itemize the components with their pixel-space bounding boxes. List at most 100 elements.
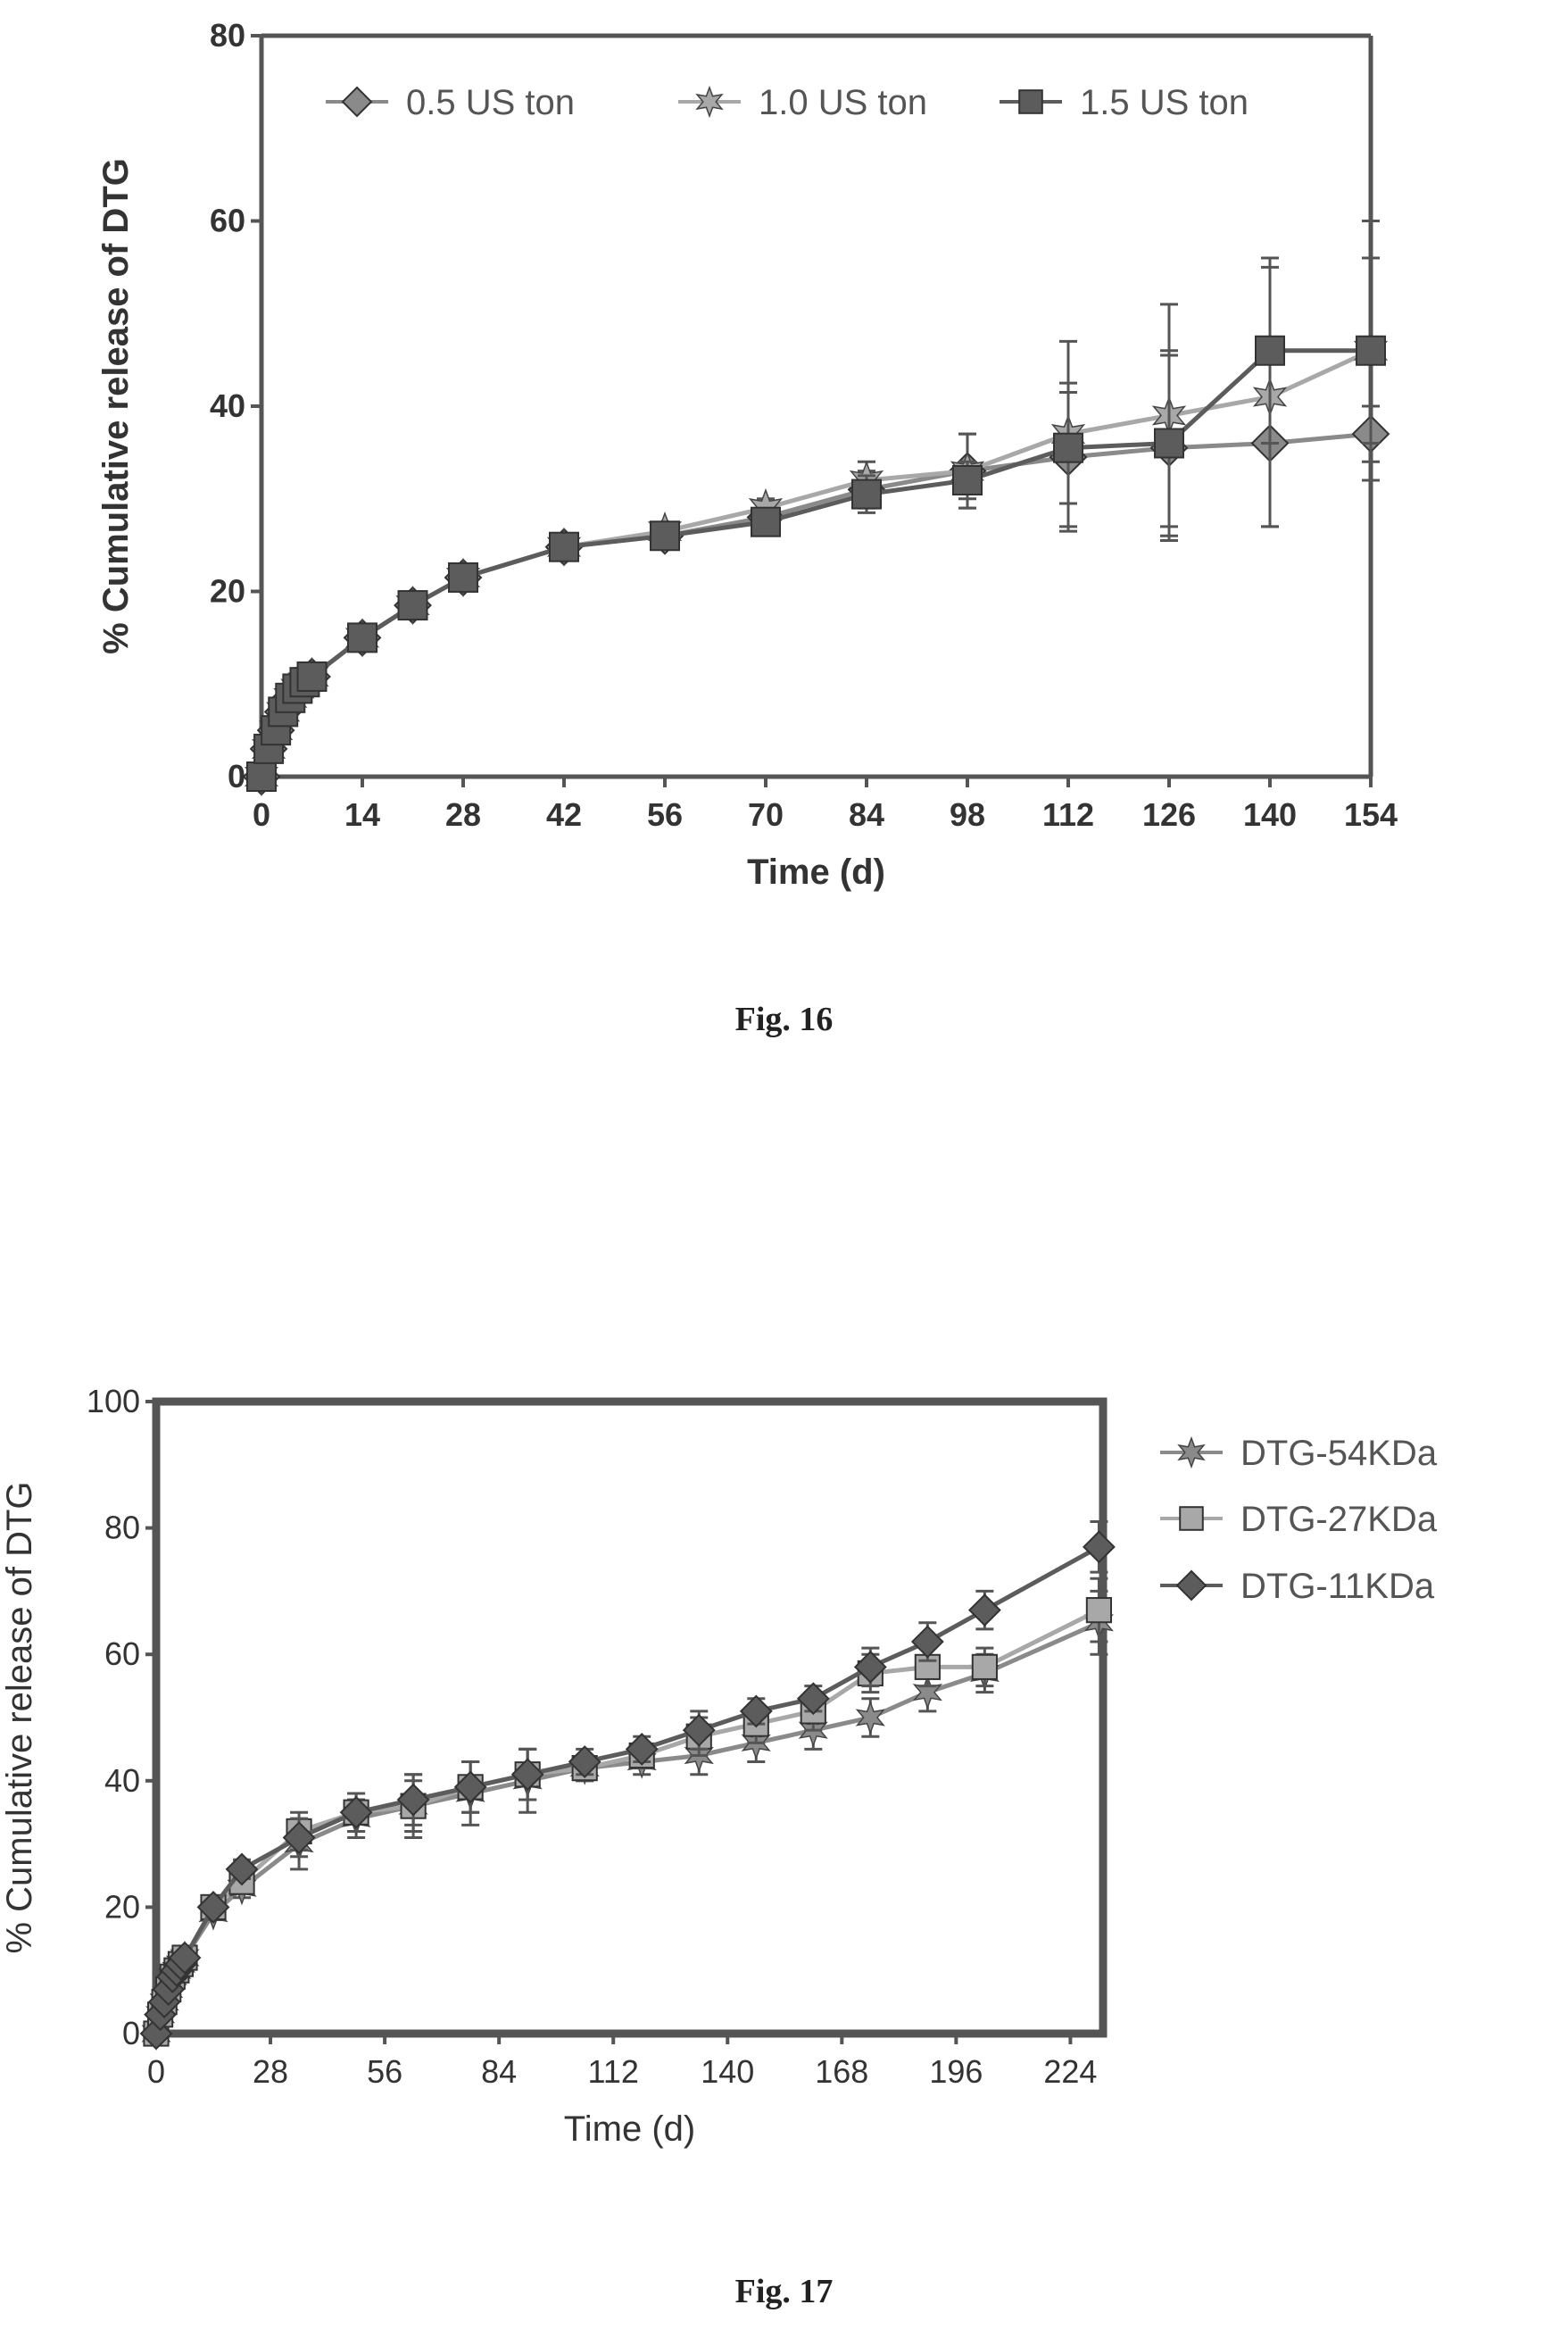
- legend-item-1-5-us-ton: 1.5 US ton: [1000, 83, 1249, 122]
- x-tick-label: 42: [546, 796, 582, 833]
- figure-17-caption: Fig. 17: [734, 2273, 834, 2310]
- y-tick-label: 60: [104, 1635, 140, 1672]
- data-point: [282, 1821, 316, 1854]
- data-point: [296, 661, 328, 692]
- data-point: [650, 520, 680, 552]
- legend-label: 1.5 US ton: [1080, 83, 1249, 122]
- y-tick-label: 40: [210, 387, 245, 424]
- x-tick-label: 56: [647, 796, 683, 833]
- data-point: [910, 1625, 944, 1659]
- x-axis-title: Time (d): [564, 2109, 695, 2149]
- x-tick-label: 84: [481, 2053, 517, 2090]
- x-tick-label: 126: [1142, 796, 1196, 833]
- data-point: [751, 506, 781, 537]
- y-axis-title: % Cumulative release of DTG: [96, 158, 136, 654]
- legend-marker: [1179, 1506, 1204, 1531]
- data-point: [853, 1650, 887, 1684]
- x-tick-label: 28: [253, 2053, 288, 2090]
- x-axis-title: Time (d): [747, 853, 885, 892]
- legend-marker: [695, 85, 724, 119]
- series-dtg-27kda: [143, 1577, 1113, 2047]
- x-tick-label: 224: [1043, 2053, 1097, 2090]
- data-point: [855, 1700, 885, 1735]
- x-tick-label: 70: [748, 796, 784, 833]
- data-point: [510, 1758, 544, 1792]
- y-tick-label: 100: [87, 1383, 140, 1419]
- legend-item-dtg-27kda: DTG-27KDa: [1160, 1500, 1438, 1539]
- series-line-1-5-us-ton: [259, 348, 1371, 778]
- series-line-dtg-11kda: [153, 1544, 1100, 2034]
- x-tick-label: 98: [950, 796, 985, 833]
- series-1-5-us-ton: [246, 256, 1386, 792]
- data-point: [246, 761, 277, 792]
- legend-label: DTG-54KDa: [1240, 1434, 1438, 1473]
- data-point: [1154, 428, 1184, 459]
- x-tick-label: 0: [147, 2053, 165, 2090]
- data-point: [971, 1653, 998, 1680]
- figure-16-chart: 0 20 40 60 80 0 14 28 42 56 70 84 98 112 126 140 154 Time…: [96, 17, 1398, 892]
- x-tick-label: 140: [1243, 796, 1297, 833]
- y-tick-label: 40: [104, 1762, 140, 1799]
- data-point: [196, 1890, 230, 1924]
- data-point: [339, 1795, 373, 1829]
- legend-label: DTG-27KDa: [1240, 1500, 1438, 1539]
- data-point: [1085, 1597, 1113, 1624]
- figure-16-caption: Fig. 16: [734, 1001, 834, 1038]
- data-point: [1356, 335, 1386, 366]
- y-tick-label: 60: [210, 203, 245, 239]
- data-point: [967, 1593, 1001, 1627]
- legend-label: 0.5 US ton: [406, 83, 575, 122]
- data-point: [625, 1732, 659, 1766]
- data-point: [912, 1675, 942, 1710]
- data-point: [682, 1713, 716, 1747]
- legend-label: DTG-11KDa: [1240, 1567, 1435, 1606]
- legend-item-0-5-us-ton: 0.5 US ton: [326, 83, 575, 122]
- x-tick-label: 0: [253, 796, 270, 833]
- x-tick-label: 14: [344, 796, 380, 833]
- legend-item-dtg-54kda: DTG-54KDa: [1160, 1434, 1438, 1473]
- plot-frame: [152, 1397, 1108, 2038]
- x-tick-label: 140: [701, 2053, 754, 2090]
- data-point: [739, 1694, 773, 1728]
- data-point: [796, 1682, 830, 1716]
- legend-marker: [1177, 1435, 1206, 1469]
- x-tick-label: 28: [445, 796, 481, 833]
- series-dtg-11kda: [139, 1520, 1116, 2051]
- y-tick-label: 20: [104, 1888, 140, 1925]
- data-point: [347, 622, 377, 653]
- x-tick-label: 196: [929, 2053, 983, 2090]
- data-point: [397, 590, 428, 621]
- x-tick-label: 112: [588, 2053, 639, 2090]
- x-tick-label: 112: [1042, 796, 1094, 833]
- figure-17-chart: 0 20 40 60 80 100 0 28 56 84 112 140 168 196 224 Time (…: [0, 1383, 1438, 2149]
- x-tick-label: 168: [815, 2053, 868, 2090]
- x-tick-label: 56: [367, 2053, 402, 2090]
- legend-item-1-0-us-ton: 1.0 US ton: [678, 83, 927, 122]
- series-0-5-us-ton: [242, 354, 1390, 796]
- data-point: [952, 465, 983, 495]
- series-line-1-0-us-ton: [259, 348, 1373, 778]
- y-tick-label: 0: [122, 2015, 140, 2051]
- data-point: [225, 1852, 259, 1886]
- data-point: [448, 562, 478, 593]
- data-point: [1083, 1530, 1116, 1564]
- y-axis-title: % Cumulative release of DTG: [0, 1481, 39, 1953]
- x-tick-label: 154: [1344, 796, 1398, 833]
- legend-item-dtg-11kda: DTG-11KDa: [1160, 1567, 1435, 1606]
- data-point: [568, 1745, 601, 1778]
- legend-label: 1.0 US ton: [759, 83, 927, 122]
- data-point: [549, 531, 579, 562]
- x-tick-label: 84: [849, 796, 884, 833]
- y-tick-label: 20: [210, 573, 245, 610]
- data-point: [1255, 335, 1285, 366]
- data-point: [453, 1770, 487, 1804]
- data-point: [1053, 432, 1083, 463]
- legend-marker: [1018, 89, 1043, 114]
- legend-marker: [1175, 1569, 1207, 1602]
- y-tick-label: 0: [228, 758, 245, 795]
- legend-marker: [341, 86, 373, 118]
- y-tick-label: 80: [104, 1510, 140, 1546]
- data-point: [168, 1941, 202, 1975]
- data-point: [396, 1783, 430, 1817]
- data-point: [851, 478, 882, 510]
